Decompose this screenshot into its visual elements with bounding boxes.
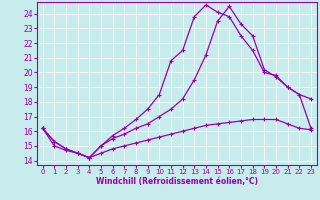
X-axis label: Windchill (Refroidissement éolien,°C): Windchill (Refroidissement éolien,°C) [96, 177, 258, 186]
